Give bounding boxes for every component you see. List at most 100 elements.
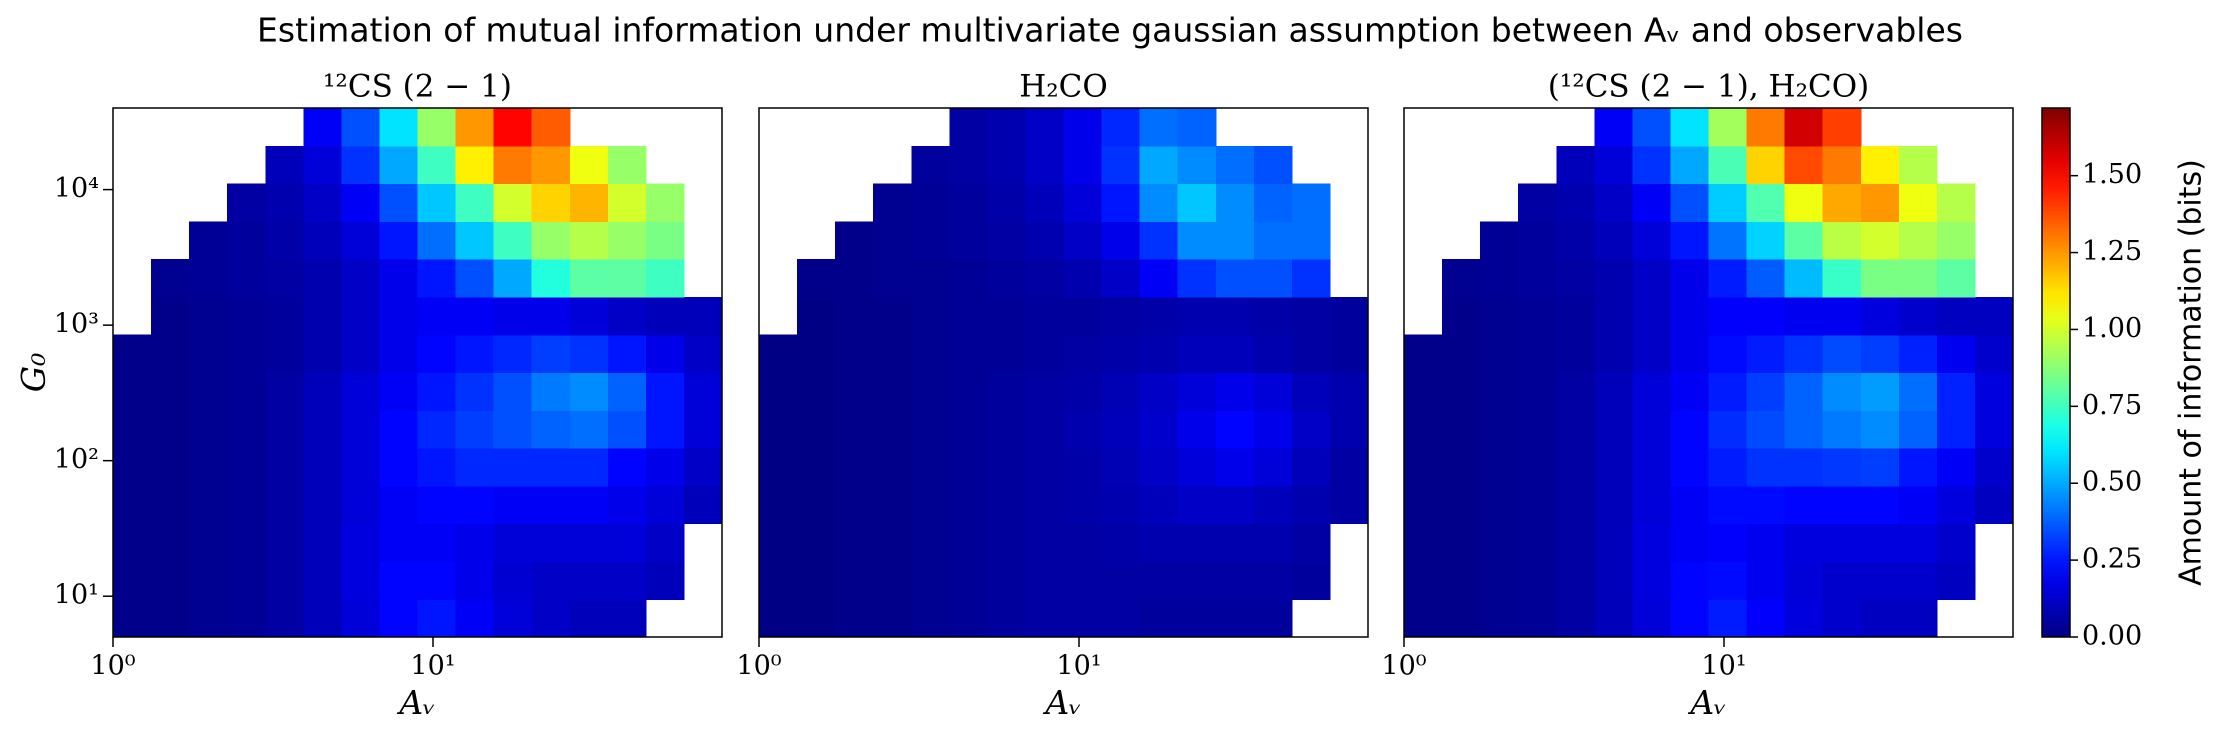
heatmap-cell	[949, 599, 988, 638]
heatmap-cell	[341, 448, 381, 487]
heatmap-cell	[455, 296, 495, 336]
heatmap-cell	[379, 334, 419, 374]
heatmap-cell	[151, 485, 190, 525]
heatmap-cell	[1670, 523, 1710, 563]
heatmap-cell	[1822, 561, 1862, 600]
heatmap-cell	[797, 334, 836, 374]
heatmap-cell	[1139, 183, 1179, 222]
heatmap-cell	[1898, 334, 1938, 374]
y-tick-label: 10³	[54, 309, 99, 340]
heatmap-cell	[683, 448, 723, 487]
heatmap-cell	[265, 259, 304, 298]
heatmap-cell	[1784, 183, 1824, 222]
heatmap-cell	[873, 523, 912, 563]
heatmap-cell	[189, 221, 228, 260]
heatmap-cell	[151, 448, 190, 487]
heatmap-cell	[1101, 410, 1141, 449]
heatmap-cell	[303, 145, 342, 185]
heatmap-cell	[759, 372, 798, 411]
heatmap-cell	[1518, 183, 1557, 222]
heatmap-cell	[1442, 485, 1481, 525]
heatmap-cell	[1101, 599, 1141, 638]
heatmap-cell	[987, 221, 1027, 260]
heatmap-cell	[569, 334, 609, 374]
heatmap-cell	[189, 334, 228, 374]
heatmap-cell	[1063, 221, 1103, 260]
heatmap-cell	[873, 561, 912, 600]
heatmap-cell	[493, 448, 533, 487]
heatmap-cell	[1860, 523, 1900, 563]
heatmap-cell	[1670, 259, 1710, 298]
heatmap-cell	[341, 221, 381, 260]
heatmap-cell	[797, 410, 836, 449]
heatmap-cell	[113, 372, 152, 411]
heatmap-cell	[1404, 410, 1443, 449]
heatmap-cell	[949, 183, 988, 222]
heatmap-cell	[1253, 372, 1293, 411]
heatmap-cell	[1974, 485, 2014, 525]
panel-title: H₂CO	[1019, 69, 1108, 105]
heatmap-cell	[1594, 372, 1633, 411]
heatmap-cell	[797, 448, 836, 487]
heatmap-cell	[1822, 183, 1862, 222]
heatmap-cell	[1215, 334, 1255, 374]
heatmap-cell	[835, 296, 874, 336]
heatmap-cell	[1632, 410, 1672, 449]
heatmap-cell	[265, 448, 304, 487]
heatmap-cell	[379, 296, 419, 336]
heatmap-cell	[379, 183, 419, 222]
heatmap-cell	[1480, 221, 1519, 260]
heatmap-cell	[1860, 221, 1900, 260]
heatmap-cell	[1936, 523, 1976, 563]
heatmap-cell	[1632, 145, 1672, 185]
heatmap-cell	[607, 372, 647, 411]
heatmap-cell	[1253, 296, 1293, 336]
heatmap-cell	[1784, 372, 1824, 411]
heatmap-cell	[797, 296, 836, 336]
heatmap-cell	[113, 599, 152, 638]
panel-title: (¹²CS (2 − 1), H₂CO)	[1548, 69, 1869, 105]
heatmap-cell	[455, 221, 495, 260]
heatmap-cell	[1518, 334, 1557, 374]
heatmap-cell	[1480, 599, 1519, 638]
heatmap-cell	[1177, 372, 1217, 411]
colorbar	[2041, 107, 2071, 638]
heatmap-cell	[1936, 410, 1976, 449]
heatmap-cell	[417, 221, 457, 260]
heatmap-cell	[531, 108, 571, 147]
heatmap-cell	[417, 485, 457, 525]
heatmap-cell	[189, 410, 228, 449]
heatmap-cell	[455, 485, 495, 525]
heatmap-cell	[1670, 296, 1710, 336]
heatmap-cell	[227, 448, 266, 487]
heatmap-cell	[1139, 410, 1179, 449]
heatmap-cell	[189, 448, 228, 487]
heatmap-cell	[873, 334, 912, 374]
heatmap-cell	[1442, 410, 1481, 449]
heatmap-cell	[1215, 561, 1255, 600]
heatmap-cell	[341, 145, 381, 185]
heatmap-cell	[1480, 334, 1519, 374]
heatmap-cell	[1291, 448, 1331, 487]
heatmap-cell	[797, 599, 836, 638]
heatmap-cell	[1063, 599, 1103, 638]
heatmap-cell	[379, 259, 419, 298]
heatmap-cell	[227, 259, 266, 298]
heatmap-cell	[1670, 145, 1710, 185]
heatmap-cell	[759, 485, 798, 525]
heatmap-cell	[1518, 372, 1557, 411]
heatmap-cell	[341, 296, 381, 336]
heatmap-cell	[1860, 259, 1900, 298]
heatmap-cell	[1139, 296, 1179, 336]
heatmap-cell	[341, 183, 381, 222]
heatmap-cell	[1101, 296, 1141, 336]
heatmap-cell	[113, 561, 152, 600]
heatmap-cell	[1594, 296, 1633, 336]
heatmap-cell	[1594, 485, 1633, 525]
heatmap-cell	[493, 183, 533, 222]
heatmap-cell	[1556, 599, 1595, 638]
heatmap-cell	[303, 183, 342, 222]
heatmap-cell	[1746, 296, 1786, 336]
heatmap-cell	[1177, 334, 1217, 374]
heatmap-cell	[417, 561, 457, 600]
